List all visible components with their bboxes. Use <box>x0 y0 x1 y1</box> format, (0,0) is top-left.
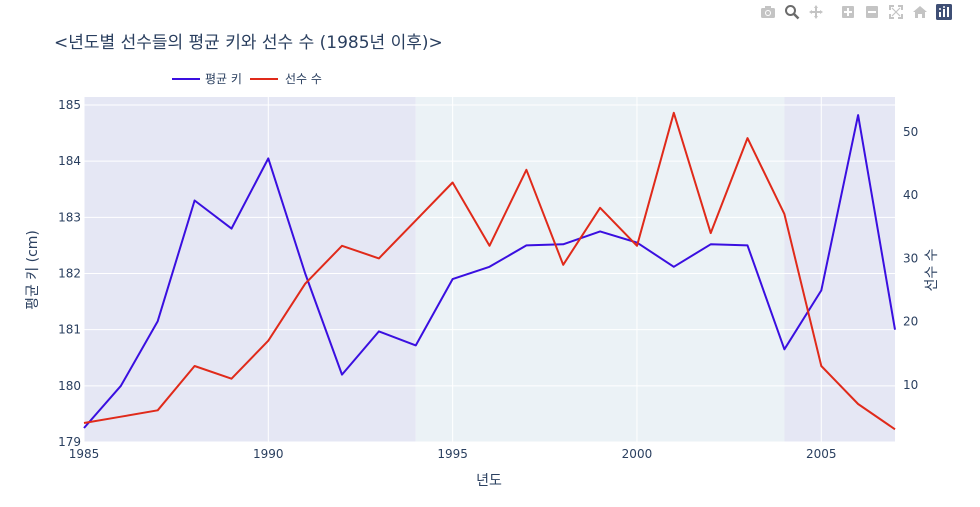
modebar <box>758 2 954 22</box>
y-right-tick-label-40: 40 <box>903 188 918 202</box>
shaded-range-1 <box>415 97 785 442</box>
x-tick-label-1990: 1990 <box>253 447 284 461</box>
legend-item-count[interactable]: 선수 수 <box>250 72 322 86</box>
zoom-out-icon[interactable] <box>862 2 882 22</box>
zoom-icon[interactable] <box>782 2 802 22</box>
legend-label-height: 평균 키 <box>205 72 242 86</box>
y-left-tick-label-184: 184 <box>58 154 81 168</box>
y-axis-right-title: 선수 수 <box>924 248 940 291</box>
x-tick-label-2000: 2000 <box>622 447 653 461</box>
legend-label-count: 선수 수 <box>285 72 322 86</box>
pan-icon[interactable] <box>806 2 826 22</box>
tick-labels: 1985 1990 1995 2000 2005 179 180 181 182 183 184 18… <box>58 98 918 461</box>
y-left-tick-label-182: 182 <box>58 267 81 281</box>
x-tick-label-2005: 2005 <box>806 447 837 461</box>
plotly-logo-icon[interactable] <box>934 2 954 22</box>
x-tick-label-1995: 1995 <box>437 447 468 461</box>
y-left-tick-label-180: 180 <box>58 379 81 393</box>
y-right-tick-label-20: 20 <box>903 315 918 329</box>
y-left-tick-label-183: 183 <box>58 210 81 224</box>
autoscale-icon[interactable] <box>886 2 906 22</box>
shaded-range-2 <box>784 97 895 442</box>
y-right-tick-label-30: 30 <box>903 251 918 265</box>
legend-item-height[interactable]: 평균 키 <box>172 72 242 86</box>
shaded-range-0 <box>84 97 416 442</box>
y-left-tick-label-181: 181 <box>58 323 81 337</box>
series-lines <box>83 111 896 431</box>
x-tick-label-1985: 1985 <box>69 447 100 461</box>
y-left-tick-label-179: 179 <box>58 435 81 449</box>
camera-icon[interactable] <box>758 2 778 22</box>
gridlines <box>83 97 895 443</box>
zoom-in-icon[interactable] <box>838 2 858 22</box>
home-icon[interactable] <box>910 2 930 22</box>
y-right-tick-label-10: 10 <box>903 378 918 392</box>
plot-background <box>84 97 895 442</box>
chart-title: <년도별 선수들의 평균 키와 선수 수 (1985년 이후)> <box>54 33 443 53</box>
y-left-tick-label-185: 185 <box>58 98 81 112</box>
x-axis-title: 년도 <box>476 473 502 489</box>
y-right-tick-label-50: 50 <box>903 125 918 139</box>
y-axis-left-title: 평균 키 (cm) <box>25 230 41 310</box>
legend: 평균 키 선수 수 <box>172 72 322 86</box>
series-line-0 <box>83 114 896 429</box>
series-line-1 <box>83 111 896 431</box>
